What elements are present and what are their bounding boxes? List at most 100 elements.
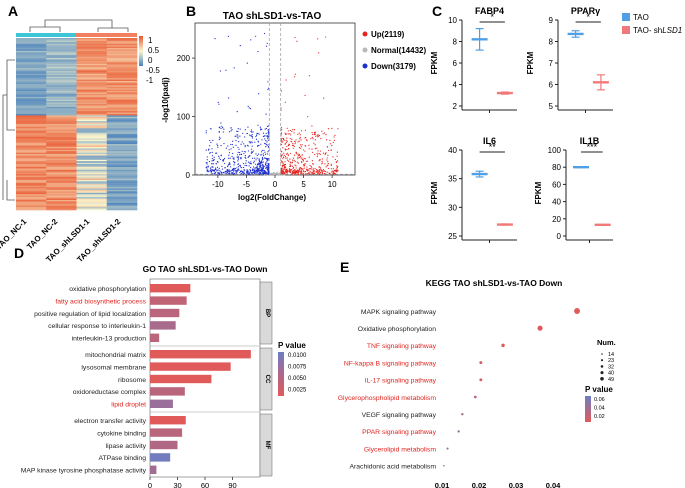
down-point xyxy=(263,172,265,174)
heatmap-cell xyxy=(46,53,77,56)
down-point xyxy=(223,157,226,160)
heatmap-cell xyxy=(76,92,108,95)
heatmap-cell xyxy=(76,161,108,163)
down-point xyxy=(218,155,220,157)
down-point xyxy=(244,164,246,166)
heatmap-cell xyxy=(46,68,77,70)
heatmap-cell xyxy=(46,181,77,184)
down-point xyxy=(237,166,240,168)
heatmap-colorbar xyxy=(139,36,143,66)
heatmap-cell xyxy=(46,98,77,100)
heatmap-cell xyxy=(16,178,47,181)
size-legend-dot xyxy=(600,377,604,381)
down-point xyxy=(223,143,225,145)
heatmap-cell xyxy=(106,49,138,52)
down-point xyxy=(268,146,270,148)
down-point xyxy=(240,166,243,169)
down-point xyxy=(238,141,240,143)
up-point xyxy=(316,171,318,173)
up-point xyxy=(305,139,308,141)
down-point xyxy=(209,139,211,142)
heatmap-cell xyxy=(46,75,77,77)
up-point xyxy=(301,168,303,170)
down-point xyxy=(251,168,254,170)
heatmap-cell xyxy=(76,86,108,89)
heatmap-cell xyxy=(46,175,77,178)
heatmap-cell xyxy=(16,102,47,105)
heatmap-cell xyxy=(46,198,77,201)
y-axis-label: FPKM xyxy=(430,181,439,204)
x-tick-label: 30 xyxy=(173,481,181,488)
down-point xyxy=(261,139,263,141)
up-point xyxy=(290,134,292,136)
heatmap-cell xyxy=(106,68,138,70)
heatmap-cell xyxy=(76,165,108,168)
up-point xyxy=(311,167,313,169)
down-point xyxy=(251,145,253,147)
down-point xyxy=(211,157,213,160)
down-point xyxy=(258,173,261,175)
x-tick-label: -5 xyxy=(243,180,251,189)
down-point xyxy=(262,166,264,168)
down-point xyxy=(258,144,260,146)
up-point xyxy=(310,138,312,140)
down-point xyxy=(265,162,267,164)
size-legend-label: 40 xyxy=(608,371,614,377)
heatmap-cell xyxy=(76,181,108,184)
heatmap-cell xyxy=(106,108,138,110)
heatmap-cell xyxy=(16,85,47,88)
up-point xyxy=(315,135,317,137)
heatmap-cell xyxy=(16,168,47,171)
heatmap-cell xyxy=(76,154,108,156)
up-point xyxy=(301,157,303,159)
size-legend-label: 32 xyxy=(608,364,614,370)
up-point xyxy=(308,75,311,77)
up-point xyxy=(336,155,338,157)
heatmap-cell xyxy=(106,48,138,50)
down-point xyxy=(260,161,263,163)
down-point xyxy=(237,160,239,162)
up-point xyxy=(292,167,295,169)
go-term-label: oxidative phosphorylation xyxy=(69,286,146,293)
heatmap-cell xyxy=(76,65,108,67)
down-point xyxy=(228,170,231,172)
down-point xyxy=(233,161,235,163)
up-point xyxy=(300,130,303,132)
legend-down-marker xyxy=(362,63,368,69)
down-point xyxy=(258,158,260,160)
panel-letter-e: E xyxy=(340,259,349,275)
down-point xyxy=(227,97,230,99)
heatmap-cell xyxy=(16,96,47,99)
heatmap-cell xyxy=(46,178,77,181)
up-point xyxy=(327,154,329,156)
up-point xyxy=(282,161,284,163)
heatmap-cell xyxy=(76,98,108,100)
go-colorbar-tick: 0.0050 xyxy=(288,376,307,382)
kegg-bubble xyxy=(461,413,464,416)
down-point xyxy=(213,172,215,174)
up-point xyxy=(292,128,294,131)
up-point xyxy=(302,170,305,172)
heatmap-cell xyxy=(76,136,108,139)
up-point xyxy=(326,159,328,161)
down-point xyxy=(260,143,262,145)
down-point xyxy=(239,157,241,159)
heatmap-cell xyxy=(76,142,108,145)
up-point xyxy=(333,171,335,173)
up-point xyxy=(294,36,296,39)
heatmap-cell xyxy=(106,45,138,47)
up-point xyxy=(330,149,332,151)
colorbar-label: 0.5 xyxy=(148,46,160,55)
down-point xyxy=(219,173,221,176)
down-point xyxy=(258,159,260,162)
heatmap-cell xyxy=(76,101,108,103)
section-strip xyxy=(259,281,273,345)
down-point xyxy=(238,148,240,150)
y-tick-label: 100 xyxy=(548,146,562,155)
heatmap-cell xyxy=(106,60,138,63)
heatmap-cell xyxy=(106,65,138,67)
kegg-pathway-label: VEGF signaling pathway xyxy=(362,412,437,419)
heatmap-cell xyxy=(76,52,108,55)
up-point xyxy=(332,170,334,172)
heatmap-cell xyxy=(46,96,77,99)
